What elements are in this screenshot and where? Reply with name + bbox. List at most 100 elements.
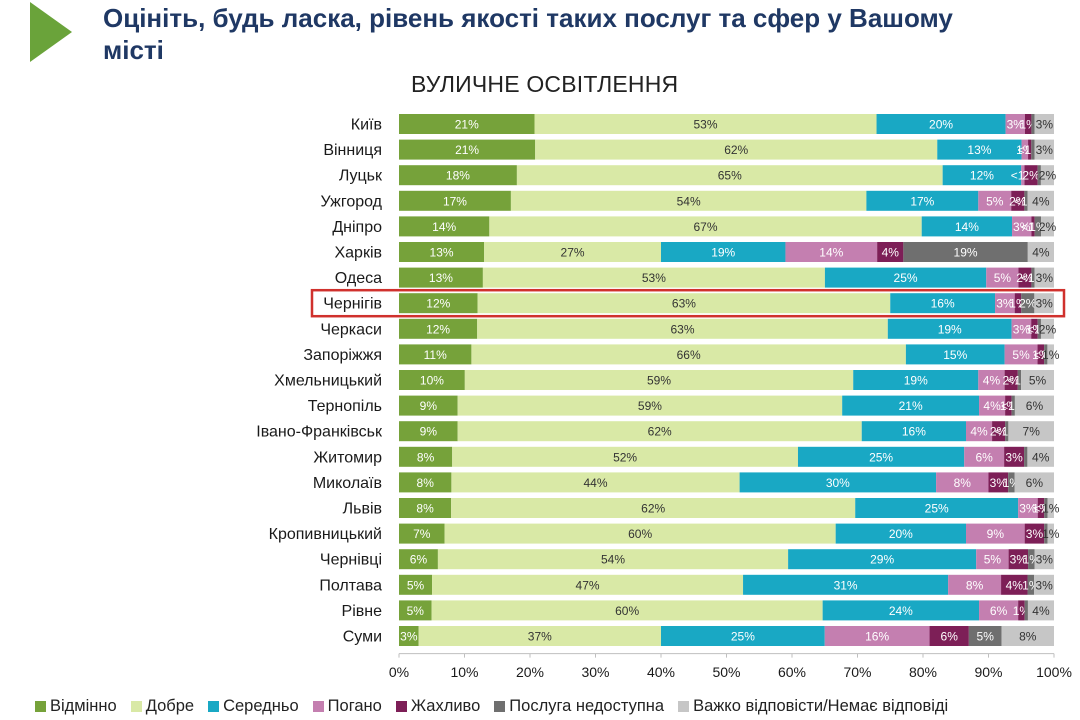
bar-segment [1044, 523, 1048, 544]
data-label: 1% [1042, 502, 1060, 516]
bar-segment [1012, 216, 1032, 237]
bar-segment [1011, 395, 1015, 416]
category-label: Чернігів [323, 296, 382, 313]
bar-segment [937, 139, 1022, 160]
bar-segment [399, 318, 478, 339]
bar-segment [1047, 344, 1054, 365]
bar-segment [905, 344, 1005, 365]
data-label: 53% [694, 118, 718, 132]
data-label: 9% [420, 425, 438, 439]
data-label: 62% [648, 425, 672, 439]
data-label: 3% [1026, 527, 1044, 541]
category-label: Івано-Франківськ [256, 424, 383, 441]
legend-swatch [35, 701, 46, 712]
bar-segment [418, 626, 661, 646]
data-label: 31% [834, 578, 858, 592]
x-tick-label: 30% [581, 664, 609, 680]
bar-segment [399, 421, 458, 442]
bar-segment [457, 421, 862, 442]
bar-segment [824, 626, 930, 646]
data-label: 62% [641, 502, 665, 516]
data-label: 37% [528, 630, 552, 644]
data-label: 54% [677, 194, 701, 208]
bar-segment [457, 395, 843, 416]
data-label: 20% [929, 118, 953, 132]
data-label: 59% [638, 399, 662, 413]
data-label: 21% [899, 399, 923, 413]
category-label: Житомир [313, 449, 382, 466]
category-label: Рівне [342, 603, 383, 620]
x-tick-label: 20% [516, 664, 544, 680]
data-label: 8% [966, 578, 984, 592]
category-label: Ужгород [321, 193, 383, 210]
bar-segment [877, 242, 904, 262]
bar-segment [1027, 242, 1054, 262]
legend-label: Жахливо [410, 697, 481, 715]
legend-swatch [395, 701, 407, 712]
bar-segment [1040, 165, 1054, 186]
data-label: 20% [889, 527, 913, 541]
bar-segment [1011, 190, 1025, 211]
bar-segment [451, 498, 856, 518]
bar-segment [995, 293, 1015, 314]
bar-segment [399, 395, 458, 416]
bar-segment [399, 190, 511, 211]
bar-segment [785, 242, 878, 262]
data-label: 25% [894, 271, 918, 285]
category-label: Одеса [335, 270, 382, 287]
bar-segment [399, 498, 452, 518]
bar-segment [399, 139, 536, 160]
data-label: 7% [1023, 425, 1041, 439]
x-tick-label: 80% [909, 664, 937, 680]
bar-segment [1004, 344, 1038, 365]
slide-arrow-icon [30, 2, 72, 62]
legend-label: Погано [327, 697, 382, 715]
legend-swatch [678, 701, 690, 712]
bar-segment [1031, 318, 1038, 339]
data-label: 3% [1036, 143, 1054, 157]
bar-segment [1040, 318, 1054, 339]
data-label: 2% [1039, 220, 1057, 234]
x-tick-label: 0% [389, 664, 409, 680]
bar-segment [432, 574, 744, 595]
data-label: 29% [870, 553, 894, 567]
data-label: 59% [647, 374, 671, 388]
data-label: 6% [941, 630, 959, 644]
bar-segment [929, 626, 969, 646]
data-label: 9% [420, 399, 438, 413]
bar-segment [853, 370, 979, 390]
data-label: 12% [426, 297, 450, 311]
data-label: 2% [1039, 169, 1057, 183]
legend-swatch [494, 701, 506, 712]
bar-segment [510, 190, 867, 211]
bar-segment [978, 190, 1012, 211]
data-label: 19% [711, 246, 735, 260]
bar-segment [876, 114, 1006, 134]
data-label: 62% [724, 143, 748, 157]
bar-segment [399, 446, 453, 467]
data-label: 6% [1026, 399, 1044, 413]
data-label: 4% [1032, 194, 1050, 208]
data-label: 63% [670, 322, 694, 336]
legend-item: Добре [130, 697, 194, 716]
bar-segment [1001, 626, 1054, 646]
data-label: 8% [1019, 630, 1037, 644]
data-label: 3% [400, 630, 418, 644]
data-label: 3% [1005, 450, 1023, 464]
bar-segment [903, 242, 1028, 262]
data-label: 15% [943, 348, 967, 362]
data-label: 9% [987, 527, 1005, 541]
bar-segment [842, 395, 980, 416]
bar-segment [948, 574, 1002, 595]
bar-segment [1018, 600, 1025, 621]
data-label: 2% [1022, 169, 1040, 183]
data-label: 5% [1012, 348, 1030, 362]
bar-segment [964, 446, 1005, 467]
data-label: 4% [882, 246, 900, 260]
bar-segment [797, 446, 965, 467]
data-label: 5% [994, 271, 1012, 285]
bar-segment [1005, 114, 1025, 134]
category-label: Вінниця [323, 142, 382, 159]
legend-item: Погано [312, 697, 382, 716]
bar-segment [1024, 165, 1038, 186]
